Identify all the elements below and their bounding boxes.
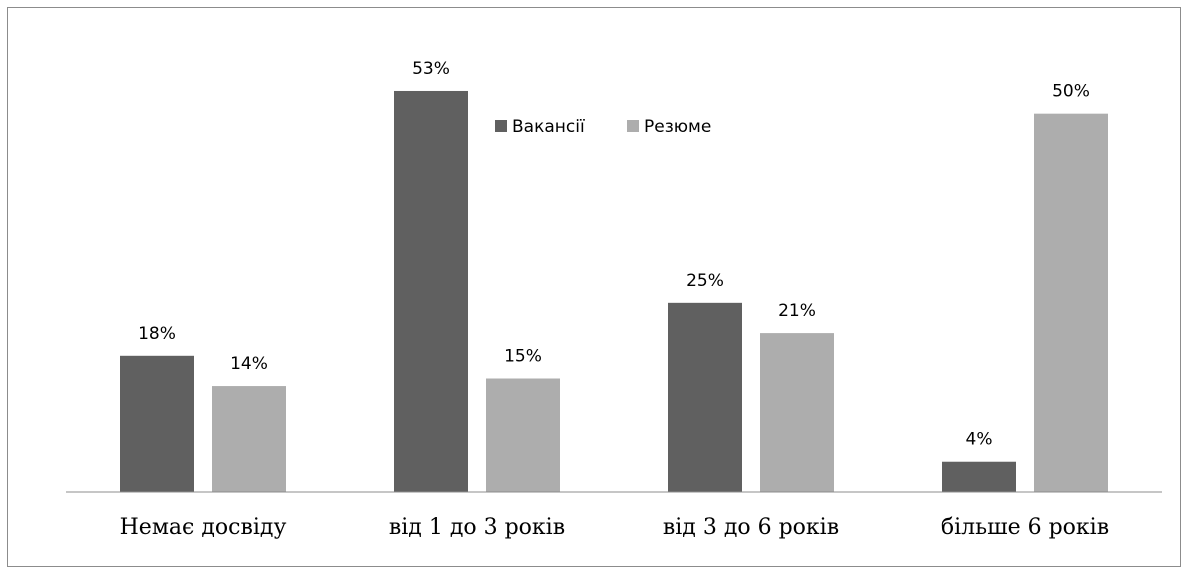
category-label-0: Немає досвіду [120,515,287,540]
data-label-vacancies-1: 53% [412,59,450,79]
data-label-vacancies-0: 18% [138,324,176,344]
data-label-resume-3: 50% [1052,82,1090,102]
bar-resume-0 [212,386,286,492]
category-label-2: від 3 до 6 років [663,515,839,540]
data-label-resume-0: 14% [230,354,268,374]
bar-chart: Вакансії Резюме 18%14%53%15%25%21%4%50% … [66,59,1162,540]
bar-vacancies-1 [394,90,468,492]
bars [120,90,1108,493]
bar-resume-1 [486,378,560,492]
category-labels: Немає досвіду від 1 до 3 років від 3 до 6 … [120,515,1109,540]
legend-label-vacancies: Вакансії [512,117,585,137]
bar-resume-3 [1034,113,1108,493]
legend-swatch-resume [627,120,639,132]
data-label-vacancies-3: 4% [966,430,993,450]
legend-swatch-vacancies [495,120,507,132]
data-label-vacancies-2: 25% [686,271,724,291]
legend: Вакансії Резюме [495,117,711,137]
data-label-resume-1: 15% [504,347,542,367]
bar-resume-2 [760,333,834,492]
bar-vacancies-3 [942,461,1016,492]
bar-vacancies-2 [668,302,742,492]
legend-label-resume: Резюме [644,117,711,137]
data-labels: 18% 14% 53% 15% 25% 21% 4% 50% [138,59,1090,450]
bar-vacancies-0 [120,355,194,492]
data-label-resume-2: 21% [778,301,816,321]
category-label-1: від 1 до 3 років [389,515,565,540]
category-label-3: більше 6 років [941,515,1109,540]
